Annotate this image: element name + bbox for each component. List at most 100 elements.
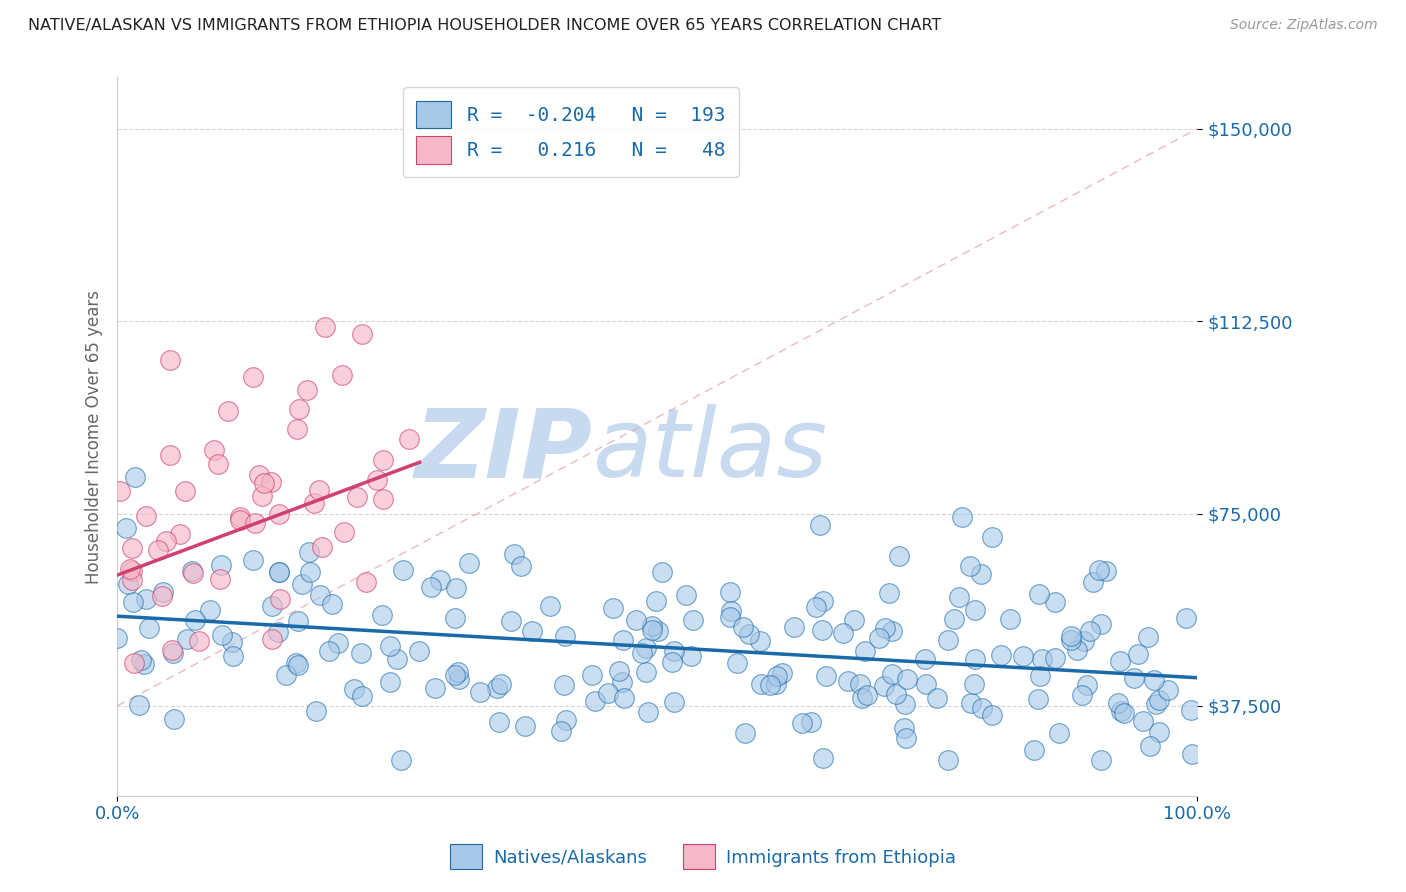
Point (612, 675, 634, 690)
Point (305, 704, 328, 718)
Point (1112, 706, 1135, 721)
Point (1028, 587, 1050, 601)
Point (350, 326, 373, 341)
Point (868, 631, 890, 645)
Point (681, 648, 703, 663)
Point (1132, 714, 1154, 728)
Point (253, 476, 276, 491)
Point (751, 677, 773, 691)
Point (321, 597, 343, 611)
Point (285, 422, 308, 436)
Point (963, 603, 986, 617)
Point (121, 541, 143, 555)
Point (135, 592, 157, 607)
Point (980, 530, 1002, 544)
Point (936, 633, 959, 648)
Point (444, 611, 467, 625)
Point (1147, 693, 1170, 707)
Point (734, 726, 756, 740)
Point (596, 686, 619, 700)
Point (122, 656, 145, 670)
Point (720, 604, 742, 618)
Point (470, 685, 492, 699)
Text: atlas: atlas (592, 404, 828, 498)
Point (378, 675, 401, 690)
Point (554, 629, 576, 643)
Point (267, 565, 290, 579)
Point (513, 719, 536, 733)
Point (887, 549, 910, 563)
Point (675, 588, 697, 602)
Y-axis label: Householder Income Over 65 years: Householder Income Over 65 years (86, 290, 103, 583)
Point (607, 665, 630, 679)
Point (318, 644, 340, 658)
Point (647, 624, 669, 638)
Point (970, 701, 993, 715)
Point (981, 708, 1004, 723)
Point (815, 669, 838, 683)
Point (896, 673, 918, 687)
Point (765, 677, 787, 691)
Point (330, 368, 353, 382)
Point (152, 585, 174, 599)
Point (959, 558, 981, 573)
Point (581, 668, 603, 682)
Point (664, 644, 686, 658)
Point (269, 565, 291, 579)
Point (444, 668, 467, 682)
Point (366, 473, 388, 487)
Point (1107, 697, 1129, 711)
Point (1078, 624, 1101, 638)
Point (314, 319, 336, 334)
Point (1137, 630, 1160, 644)
Point (613, 691, 636, 706)
Point (1088, 563, 1111, 577)
Point (1029, 668, 1052, 682)
Point (488, 715, 510, 730)
Point (267, 625, 290, 640)
Point (304, 495, 326, 509)
Point (1012, 649, 1035, 664)
Point (181, 565, 204, 579)
Point (343, 682, 366, 697)
Point (624, 613, 647, 627)
Point (914, 652, 936, 666)
Point (800, 714, 823, 729)
Point (884, 687, 907, 701)
Point (877, 585, 900, 599)
Point (844, 613, 866, 627)
Point (392, 563, 415, 577)
Point (274, 668, 297, 682)
Point (855, 644, 877, 658)
Point (925, 691, 948, 706)
Point (118, 562, 141, 576)
Point (229, 510, 252, 524)
Point (1144, 697, 1167, 711)
Point (1026, 691, 1049, 706)
Point (162, 712, 184, 726)
Point (602, 601, 624, 615)
Point (1066, 642, 1088, 657)
Point (260, 599, 283, 614)
Point (291, 577, 314, 591)
Point (965, 651, 987, 665)
Point (894, 697, 917, 711)
Point (718, 609, 741, 624)
Point (1070, 688, 1092, 702)
Point (260, 632, 283, 646)
Point (720, 585, 742, 599)
Point (398, 432, 420, 446)
Point (936, 753, 959, 767)
Point (851, 691, 873, 706)
Point (1143, 673, 1166, 688)
Point (1128, 648, 1150, 662)
Point (664, 695, 686, 709)
Point (354, 575, 377, 590)
Point (1139, 739, 1161, 753)
Point (373, 453, 395, 467)
Point (425, 681, 447, 696)
Point (509, 559, 531, 574)
Point (129, 653, 152, 667)
Point (810, 624, 832, 638)
Point (554, 713, 576, 727)
